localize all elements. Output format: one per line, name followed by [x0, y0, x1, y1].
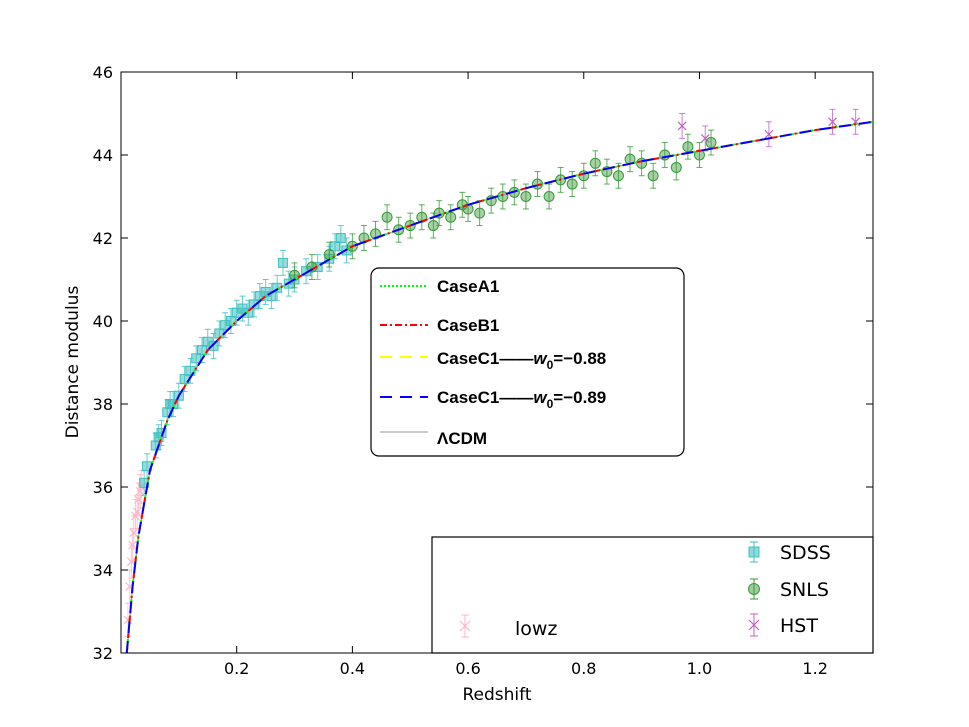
data-point — [381, 211, 393, 223]
snls-point — [647, 162, 659, 189]
legend-marker-hst — [748, 613, 760, 637]
data-point — [277, 257, 288, 268]
snls-point — [670, 154, 682, 181]
y-tick-label: 44 — [93, 146, 113, 165]
data-point — [700, 133, 710, 143]
y-tick-label: 40 — [93, 312, 113, 331]
legend-data-box — [431, 536, 874, 654]
data-point — [670, 161, 682, 173]
data-point — [828, 117, 837, 127]
y-axis-label: Distance modulus — [63, 286, 83, 439]
x-axis-label: Redshift — [462, 685, 531, 705]
data-point — [214, 328, 225, 339]
sdss-point — [277, 249, 288, 276]
snls-point — [474, 200, 486, 227]
data-point — [647, 170, 659, 182]
legend-label-casec1-088: CaseC1——w0=−0.88 — [437, 349, 606, 372]
data-point — [249, 299, 260, 310]
hst-point — [677, 113, 687, 139]
hst-point — [764, 121, 774, 148]
hst-point — [700, 125, 710, 152]
snls-point — [705, 129, 717, 156]
data-point — [266, 291, 277, 302]
data-point — [543, 191, 555, 202]
legend-marker-snls — [748, 578, 760, 600]
legend-label-lcdm: ΛCDM — [437, 429, 487, 448]
data-point — [128, 540, 137, 550]
x-tick-label: 0.8 — [571, 659, 596, 678]
data-point — [612, 170, 624, 182]
data-point — [589, 157, 601, 169]
data-point — [196, 345, 207, 356]
x-tick-label: 1.0 — [687, 659, 712, 678]
data-point — [659, 149, 671, 161]
legend-label-casea1: CaseA1 — [437, 277, 499, 296]
data-point — [677, 121, 687, 131]
data-point — [243, 307, 254, 318]
snls-point — [445, 204, 457, 231]
hst-point — [828, 108, 837, 135]
data-point — [520, 191, 532, 202]
y-tick-label: 46 — [93, 63, 113, 82]
legend-marker-sdss — [748, 541, 760, 563]
snls-point — [381, 204, 393, 231]
data-point — [474, 207, 486, 219]
data-point — [566, 178, 578, 190]
legend-label-sdss: SDSS — [780, 542, 831, 564]
legend-models-box — [370, 267, 685, 457]
legend-label-lowz: lowz — [515, 618, 557, 640]
x-tick-label: 0.4 — [340, 659, 365, 678]
y-tick-label: 32 — [93, 644, 113, 663]
x-axis-ticks: 0.2 0.4 0.6 0.8 1.0 1.2 — [224, 72, 828, 678]
data-point — [705, 137, 717, 149]
curve-casec1-w0-0-89 — [125, 120, 874, 654]
legend-label-hst: HST — [780, 615, 818, 637]
snls-point — [543, 183, 555, 210]
y-tick-label: 38 — [93, 395, 113, 414]
data-point — [330, 241, 341, 252]
legend-label-caseb1: CaseB1 — [437, 316, 499, 335]
legend-models: CaseA1 CaseB1 CaseC1——w0=−0.88 CaseC1——w… — [370, 267, 685, 457]
legend-data: SDSS SNLS HST lowz — [431, 536, 874, 654]
snls-point — [404, 212, 416, 239]
data-point — [764, 129, 774, 139]
data-point — [132, 507, 142, 517]
snls-point — [612, 162, 624, 189]
sdss-point — [272, 274, 283, 301]
x-tick-label: 0.6 — [455, 659, 480, 678]
x-tick-label: 1.2 — [802, 659, 827, 678]
data-point — [682, 141, 694, 153]
y-tick-label: 42 — [93, 229, 113, 248]
legend-marker-lowz — [459, 614, 471, 638]
data-point — [191, 353, 202, 364]
model-curves — [125, 120, 874, 654]
y-axis-ticks: 32 34 36 38 40 42 44 46 — [93, 63, 873, 663]
data-point — [445, 211, 457, 223]
y-tick-label: 36 — [93, 478, 113, 497]
y-tick-label: 34 — [93, 561, 113, 580]
legend-label-casec1-089: CaseC1——w0=−0.89 — [437, 388, 606, 411]
x-tick-label: 0.2 — [224, 659, 249, 678]
sdss-point — [225, 308, 236, 334]
legend-label-snls: SNLS — [780, 579, 829, 601]
snls-point — [682, 133, 694, 160]
